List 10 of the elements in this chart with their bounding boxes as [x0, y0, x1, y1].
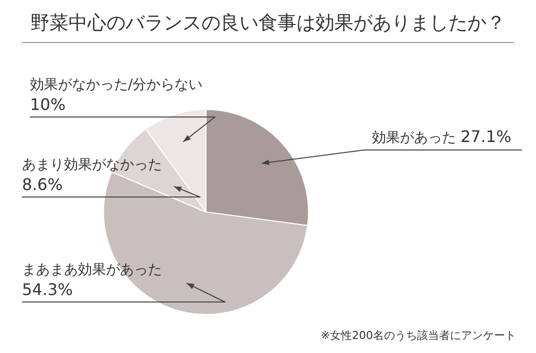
- slice-label: 効果がなかった/分からない: [30, 77, 203, 93]
- slice-label: 効果があった: [372, 130, 456, 146]
- slice-label: まあまあ効果があった: [22, 262, 162, 278]
- data-label: 8.6%: [22, 175, 63, 194]
- chart-title: 野菜中心のバランスの良い食事は効果がありましたか？: [30, 11, 506, 36]
- slice-label: あまり効果がなかった: [22, 157, 162, 173]
- data-label: 27.1%: [460, 127, 512, 146]
- data-label: 10%: [30, 95, 66, 114]
- data-label: 54.3%: [22, 280, 73, 299]
- text: ※女性200名のうち該当者にアンケート: [320, 328, 516, 343]
